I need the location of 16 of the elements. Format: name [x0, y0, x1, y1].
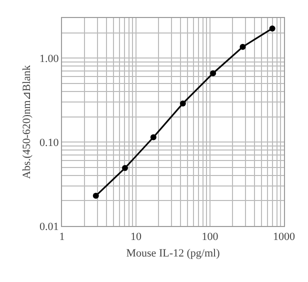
x-tick-label: 100 — [202, 231, 219, 244]
y-tick-label: 1.00 — [40, 52, 60, 65]
point — [240, 44, 246, 50]
x-tick-label: 1 — [59, 231, 65, 244]
point — [122, 165, 128, 172]
x-axis-title: Mouse IL-12 (pg/ml) — [126, 247, 220, 260]
y-axis-title: Abs.(450-620)nm⊿Blank — [21, 64, 34, 179]
x-tick-label: 10 — [130, 231, 142, 244]
y-tick-label: 0.10 — [40, 136, 60, 149]
point — [92, 192, 99, 199]
x-tick-label: 1000 — [273, 231, 296, 244]
point — [150, 134, 156, 140]
point — [210, 70, 216, 76]
point — [269, 25, 276, 32]
point — [180, 100, 186, 106]
y-tick-label: 0.01 — [40, 220, 59, 233]
